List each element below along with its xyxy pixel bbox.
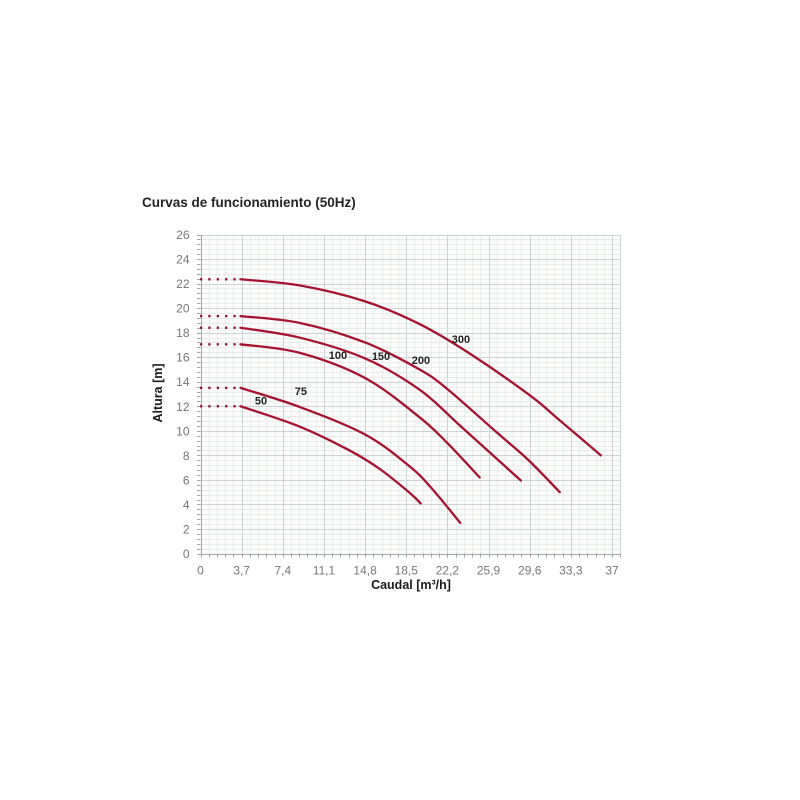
shutoff-dot-75 [225, 386, 228, 390]
x-axis-title: Caudal [m³/h] [371, 578, 451, 592]
shutoff-dot-200 [233, 314, 236, 318]
shutoff-dot-50 [225, 405, 228, 408]
shutoff-dot-100 [216, 343, 219, 346]
grid-minor [200, 234, 621, 554]
tick-labels: 0 3,7 7,4 11,1 14,8 18,5 22,2 25,9 29,6 33,3 37024… [176, 228, 619, 578]
shutoff-dot-50 [199, 405, 203, 408]
y-tick-label: 18 [176, 326, 190, 340]
shutoff-dot-100 [233, 343, 236, 346]
shutoff-dot-300 [208, 278, 211, 281]
x-tick-label: 33,3 [559, 564, 583, 578]
shutoff-dot-75 [216, 386, 219, 390]
curve-label-75: 75 [295, 386, 307, 398]
curve-50 [239, 405, 422, 505]
curve-label-50: 50 [255, 396, 267, 408]
curves [239, 278, 603, 524]
grid-major [200, 234, 621, 554]
shutoff-dots [199, 278, 236, 408]
curve-75 [239, 386, 462, 524]
shutoff-dot-200 [225, 314, 228, 318]
y-tick-label: 0 [183, 547, 190, 561]
shutoff-dot-50 [208, 405, 211, 408]
shutoff-dot-300 [199, 278, 203, 281]
x-tick-label: 11,1 [313, 564, 336, 578]
y-axis-title: Altura [m] [151, 363, 165, 423]
shutoff-dot-300 [216, 278, 219, 281]
axes [199, 234, 621, 555]
x-tick-label: 37 [605, 564, 619, 578]
y-tick-label: 6 [183, 473, 190, 487]
shutoff-dot-75 [208, 386, 211, 390]
shutoff-dot-75 [199, 386, 203, 390]
curve-200 [239, 314, 561, 494]
y-tick-label: 10 [176, 424, 190, 438]
curve-100 [239, 343, 481, 479]
y-tick-label: 4 [183, 498, 190, 512]
y-tick-label: 22 [176, 277, 190, 291]
chart-title: Curvas de funcionamiento (50Hz) [142, 195, 356, 210]
shutoff-dot-100 [199, 343, 203, 346]
shutoff-dot-150 [233, 326, 236, 329]
shutoff-dot-300 [233, 278, 236, 281]
curve-labels: 50 75 100 150 200 300 [255, 334, 470, 408]
y-tick-label: 26 [176, 228, 190, 242]
y-tick-label: 24 [176, 253, 190, 267]
y-tick-label: 8 [183, 449, 190, 463]
shutoff-dot-150 [225, 326, 228, 329]
shutoff-dot-200 [199, 314, 203, 318]
shutoff-dot-100 [225, 343, 228, 346]
shutoff-dot-150 [216, 326, 219, 329]
y-tick-label: 16 [176, 351, 190, 365]
shutoff-dot-200 [208, 314, 211, 318]
shutoff-dot-300 [225, 278, 228, 281]
shutoff-dot-100 [208, 343, 211, 346]
shutoff-dot-150 [208, 326, 211, 329]
x-tick-label: 22,2 [436, 564, 460, 578]
x-tick-label: 18,5 [395, 564, 419, 578]
x-tick-label: 25,9 [477, 564, 501, 578]
x-tick-label: 0 [197, 564, 204, 578]
y-tick-label: 2 [183, 522, 190, 536]
x-tick-label: 14,8 [353, 564, 377, 578]
curve-label-200: 200 [412, 355, 430, 367]
y-tick-label: 14 [176, 375, 190, 389]
tick-marks [197, 235, 621, 558]
curve-label-150: 150 [372, 351, 390, 363]
curve-300 [239, 278, 603, 457]
y-tick-label: 20 [176, 302, 190, 316]
shutoff-dot-200 [216, 314, 219, 318]
shutoff-dot-50 [233, 405, 236, 408]
shutoff-dot-50 [216, 405, 219, 408]
y-tick-label: 12 [176, 400, 190, 414]
curve-label-300: 300 [452, 334, 470, 346]
shutoff-dot-150 [199, 326, 203, 329]
curve-150 [239, 326, 522, 482]
x-tick-label: 7,4 [274, 564, 291, 578]
curve-label-100: 100 [329, 350, 347, 362]
x-tick-label: 3,7 [233, 564, 250, 578]
x-tick-label: 29,6 [518, 564, 542, 578]
shutoff-dot-75 [233, 386, 236, 390]
